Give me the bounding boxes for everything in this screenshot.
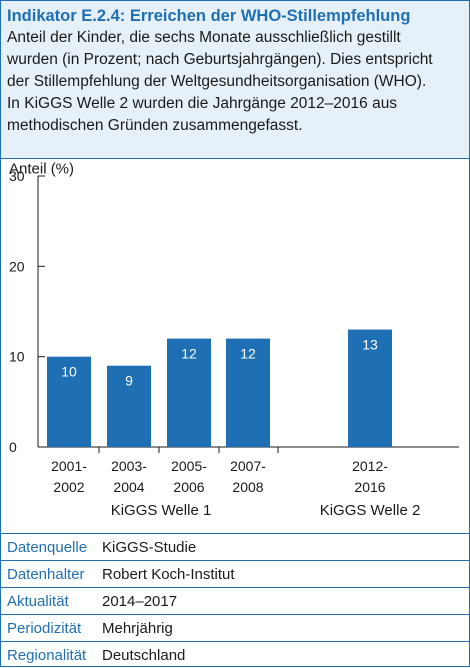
- y-axis-title: Anteil (%): [9, 160, 74, 177]
- description-line: wurden (in Prozent; nach Geburtsjahrgäng…: [7, 51, 433, 68]
- bar-value-label: 9: [125, 373, 133, 389]
- bar-value-label: 12: [240, 346, 256, 362]
- x-tick-label: 2012-: [352, 458, 388, 474]
- meta-row-regionalitaet: Regionalität Deutschland: [1, 641, 469, 668]
- meta-value: 2014–2017: [102, 592, 178, 610]
- bar: [348, 329, 392, 447]
- meta-value: Robert Koch-Institut: [102, 565, 235, 583]
- meta-value: Deutschland: [102, 646, 186, 664]
- meta-key: Aktualität: [7, 592, 69, 610]
- group-label: KiGGS Welle 1: [111, 502, 212, 519]
- x-tick-label: 2016: [354, 479, 385, 495]
- meta-row-datenquelle: Datenquelle KiGGS-Studie: [1, 533, 469, 560]
- bar: [47, 356, 91, 447]
- meta-row-datenhalter: Datenhalter Robert Koch-Institut: [1, 560, 469, 587]
- meta-key: Periodizität: [7, 619, 82, 637]
- y-tick-label: 0: [9, 439, 17, 455]
- bar-value-label: 10: [61, 364, 77, 380]
- chart-svg: Anteil (%) 0 10 20 30 10 2001- 2002 9 2003- 2004 12…: [9, 160, 459, 519]
- bar-value-label: 13: [362, 337, 378, 353]
- y-tick-label: 30: [9, 168, 25, 184]
- bar: [226, 338, 270, 447]
- x-tick-label: 2003-: [111, 458, 147, 474]
- x-tick-label: 2007-: [230, 458, 266, 474]
- meta-row-periodizitaet: Periodizität Mehrjährig: [1, 614, 469, 641]
- meta-key: Regionalität: [7, 646, 87, 664]
- description-line: der Stillempfehlung der Weltgesundheitso…: [7, 73, 427, 90]
- meta-value: Mehrjährig: [102, 619, 173, 637]
- indicator-description: Anteil der Kinder, die sechs Monate auss…: [7, 27, 461, 137]
- x-tick-label: 2006: [173, 479, 204, 495]
- x-tick-label: 2004: [113, 479, 144, 495]
- description-line: Anteil der Kinder, die sechs Monate auss…: [7, 29, 401, 46]
- y-tick-label: 10: [9, 349, 25, 365]
- x-tick-label: 2001-: [51, 458, 87, 474]
- bar: [167, 338, 211, 447]
- indicator-header: Indikator E.2.4: Erreichen der WHO-Still…: [1, 1, 469, 159]
- bar: [107, 365, 151, 447]
- x-tick-label: 2008: [232, 479, 263, 495]
- description-line: methodischen Gründen zusammengefasst.: [7, 117, 303, 134]
- group-label: KiGGS Welle 2: [320, 502, 421, 519]
- bar-value-label: 12: [181, 346, 197, 362]
- indicator-title: Indikator E.2.4: Erreichen der WHO-Still…: [7, 7, 411, 25]
- metadata-table: Datenquelle KiGGS-Studie Datenhalter Rob…: [1, 533, 469, 668]
- meta-value: KiGGS-Studie: [102, 538, 197, 556]
- y-tick-label: 20: [9, 258, 25, 274]
- bar-chart: Anteil (%) 0 10 20 30 10 2001- 2002 9 2003- 2004 12…: [1, 160, 469, 533]
- meta-key: Datenhalter: [7, 565, 85, 583]
- description-line: In KiGGS Welle 2 wurden die Jahrgänge 20…: [7, 95, 398, 112]
- meta-key: Datenquelle: [7, 538, 88, 556]
- x-tick-label: 2005-: [171, 458, 207, 474]
- meta-row-aktualitaet: Aktualität 2014–2017: [1, 587, 469, 614]
- x-tick-label: 2002: [53, 479, 84, 495]
